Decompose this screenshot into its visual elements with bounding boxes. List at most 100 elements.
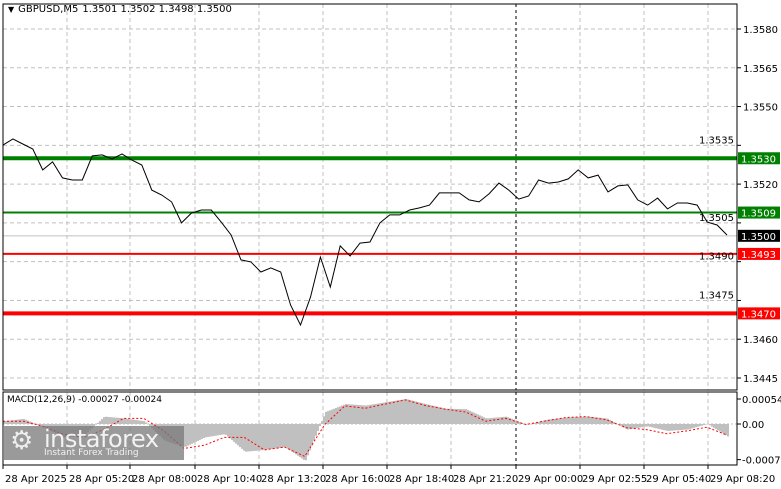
macd-histogram-bar bbox=[343, 404, 345, 424]
macd-histogram-bar bbox=[251, 424, 253, 452]
symbol-label: GBPUSD,M5 bbox=[18, 4, 79, 15]
macd-histogram-bar bbox=[345, 404, 347, 424]
macd-histogram-bar bbox=[267, 424, 269, 450]
macd-histogram-bar bbox=[293, 424, 295, 453]
macd-histogram-bar bbox=[409, 399, 411, 424]
macd-histogram-bar bbox=[451, 408, 453, 424]
macd-histogram-bar bbox=[271, 424, 273, 450]
macd-histogram-bar bbox=[455, 408, 457, 424]
macd-histogram-bar bbox=[313, 424, 315, 441]
price-label: 1.3520 bbox=[743, 180, 778, 191]
macd-histogram-bar bbox=[375, 403, 377, 424]
macd-histogram-bar bbox=[497, 417, 499, 424]
macd-histogram-bar bbox=[605, 418, 607, 424]
macd-histogram-bar bbox=[189, 424, 191, 445]
macd-histogram-bar bbox=[401, 399, 403, 424]
macd-histogram-bar bbox=[515, 420, 517, 424]
macd-histogram-bar bbox=[13, 420, 15, 424]
macd-histogram-bar bbox=[281, 424, 283, 448]
macd-histogram-bar bbox=[29, 421, 31, 424]
macd-histogram-bar bbox=[579, 416, 581, 424]
time-label: 29 Apr 08:20 bbox=[710, 474, 775, 485]
macd-histogram-bar bbox=[369, 404, 371, 424]
macd-histogram-bar bbox=[453, 408, 455, 424]
macd-histogram-bar bbox=[593, 417, 595, 424]
macd-histogram-bar bbox=[137, 420, 139, 424]
macd-histogram-bar bbox=[437, 406, 439, 424]
macd-histogram-bar bbox=[461, 409, 463, 424]
instaforex-watermark: ⚙ instaforex Instant Forex Trading bbox=[4, 425, 184, 460]
dropdown-triangle-icon[interactable]: ▼ bbox=[8, 5, 15, 14]
macd-histogram-bar bbox=[299, 424, 301, 458]
macd-histogram-bar bbox=[721, 424, 723, 433]
macd-histogram-bar bbox=[527, 424, 529, 425]
time-label: 28 Apr 16:00 bbox=[325, 474, 390, 485]
macd-histogram-bar bbox=[265, 424, 267, 450]
macd-histogram-bar bbox=[625, 424, 627, 429]
macd-histogram-bar bbox=[283, 424, 285, 448]
macd-label: MACD(12,26,9) -0.00027 -0.00024 bbox=[7, 395, 163, 405]
macd-histogram-bar bbox=[639, 424, 641, 428]
macd-histogram-bar bbox=[119, 418, 121, 424]
macd-histogram-bar bbox=[107, 416, 109, 424]
macd-histogram-bar bbox=[95, 424, 97, 425]
macd-histogram-bar bbox=[653, 424, 655, 428]
macd-histogram-bar bbox=[627, 424, 629, 430]
macd-histogram-bar bbox=[33, 423, 35, 424]
macd-histogram-bar bbox=[303, 424, 305, 460]
macd-histogram-bar bbox=[499, 417, 501, 424]
macd-histogram-bar bbox=[503, 416, 505, 424]
macd-histogram-bar bbox=[145, 422, 147, 424]
macd-histogram-bar bbox=[425, 404, 427, 424]
price-label: 1.3460 bbox=[743, 335, 778, 346]
macd-histogram-bar bbox=[193, 424, 195, 443]
macd-histogram-bar bbox=[431, 405, 433, 424]
macd-histogram-bar bbox=[677, 424, 679, 431]
macd-histogram-bar bbox=[105, 416, 107, 424]
macd-histogram-bar bbox=[633, 424, 635, 429]
macd-histogram-bar bbox=[581, 416, 583, 424]
macd-histogram-bar bbox=[545, 420, 547, 424]
time-label: 28 Apr 18:40 bbox=[389, 474, 454, 485]
macd-histogram-bar bbox=[601, 417, 603, 424]
price-label: 1.3535 bbox=[699, 135, 734, 146]
macd-histogram-bar bbox=[727, 424, 729, 437]
macd-histogram-bar bbox=[641, 424, 643, 428]
macd-histogram-bar bbox=[109, 417, 111, 424]
macd-histogram-bar bbox=[381, 402, 383, 424]
macd-histogram-bar bbox=[415, 401, 417, 424]
macd-histogram-bar bbox=[131, 419, 133, 424]
macd-histogram-bar bbox=[337, 407, 339, 424]
macd-histogram-bar bbox=[403, 399, 405, 424]
macd-histogram-bar bbox=[551, 419, 553, 424]
macd-histogram-bar bbox=[693, 424, 695, 428]
macd-histogram-bar bbox=[203, 424, 205, 438]
macd-histogram-bar bbox=[185, 424, 187, 447]
macd-histogram-bar bbox=[623, 424, 625, 428]
macd-histogram-bar bbox=[287, 424, 289, 449]
macd-histogram-bar bbox=[245, 424, 247, 452]
level-badge bbox=[738, 247, 780, 260]
macd-histogram-bar bbox=[17, 419, 19, 424]
macd-histogram-bar bbox=[635, 424, 637, 429]
macd-histogram-bar bbox=[511, 418, 513, 424]
macd-histogram-bar bbox=[637, 424, 639, 428]
macd-histogram-bar bbox=[679, 424, 681, 431]
macd-histogram-bar bbox=[567, 417, 569, 424]
macd-histogram-bar bbox=[183, 424, 185, 447]
macd-histogram-bar bbox=[235, 424, 237, 444]
macd-histogram-bar bbox=[279, 424, 281, 448]
macd-histogram-bar bbox=[359, 405, 361, 424]
macd-histogram-bar bbox=[655, 424, 657, 429]
macd-histogram-bar bbox=[429, 404, 431, 424]
macd-histogram-bar bbox=[575, 417, 577, 424]
macd-histogram-bar bbox=[723, 424, 725, 435]
macd-histogram-bar bbox=[669, 424, 671, 431]
macd-histogram-bar bbox=[353, 404, 355, 424]
macd-histogram-bar bbox=[519, 422, 521, 424]
macd-histogram-bar bbox=[609, 419, 611, 424]
macd-histogram-bar bbox=[207, 424, 209, 437]
macd-histogram-bar bbox=[667, 424, 669, 431]
macd-histogram-bar bbox=[691, 424, 693, 429]
